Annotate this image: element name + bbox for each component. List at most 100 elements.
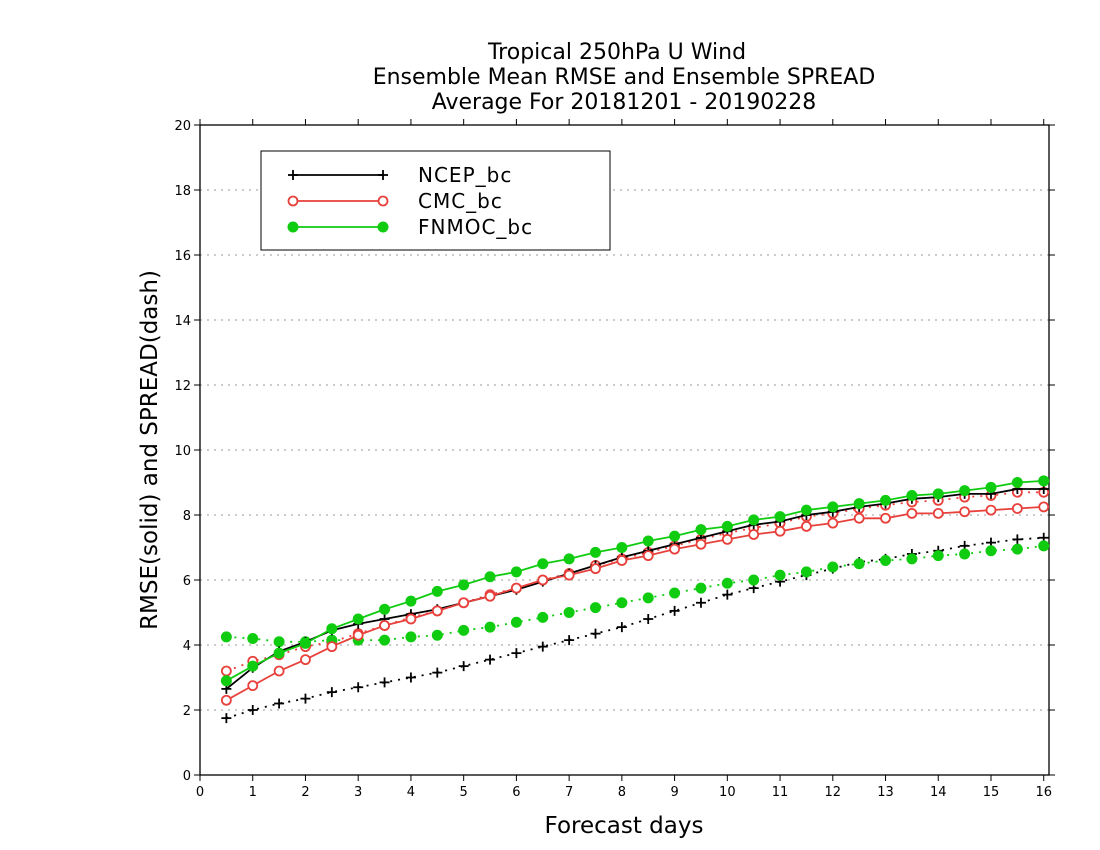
cmc-bc-rmse-point-24 bbox=[853, 512, 865, 524]
fnmoc-bc-rmse-point-16 bbox=[642, 535, 654, 547]
x-tick-label-10: 10 bbox=[719, 785, 736, 800]
cmc-bc-rmse-point-9 bbox=[458, 597, 470, 609]
cmc-bc-spread-point-0 bbox=[220, 665, 232, 677]
x-tick-label-16: 16 bbox=[1035, 785, 1052, 800]
cmc-bc-rmse-point-12 bbox=[537, 574, 549, 586]
y-tick-label-0: 0 bbox=[183, 769, 191, 784]
cmc-bc-rmse-point-14 bbox=[590, 563, 601, 575]
x-tick-label-1: 1 bbox=[249, 785, 257, 800]
fnmoc-bc-rmse-point-9 bbox=[458, 579, 470, 591]
cmc-bc-rmse-point-4 bbox=[326, 641, 338, 653]
y-tick-label-12: 12 bbox=[174, 379, 191, 394]
fnmoc-bc-rmse-point-1 bbox=[247, 660, 259, 672]
fnmoc-bc-rmse-point-28 bbox=[959, 485, 971, 497]
fnmoc-bc-spread-point-10 bbox=[484, 621, 496, 633]
cmc-bc-rmse-point-18 bbox=[695, 538, 707, 550]
y-tick-label-10: 10 bbox=[174, 444, 191, 459]
fnmoc-bc-spread-point-6 bbox=[379, 634, 391, 646]
ncep-bc-spread-point-19 bbox=[722, 589, 733, 600]
fnmoc-bc-spread-point-12 bbox=[537, 611, 549, 623]
legend-item-ncep-bc: NCEP_bc bbox=[288, 163, 511, 187]
data-series bbox=[220, 475, 1050, 724]
y-tick-label-20: 20 bbox=[174, 119, 191, 134]
fnmoc-bc-spread-point-0 bbox=[220, 631, 232, 643]
cmc-bc-rmse-point-7 bbox=[405, 613, 417, 625]
ncep-bc-spread-line bbox=[226, 536, 1044, 719]
fnmoc-bc-rmse-point-4 bbox=[326, 623, 338, 635]
ncep-bc-spread-point-4 bbox=[326, 687, 337, 698]
fnmoc-bc-spread-point-15 bbox=[616, 597, 628, 609]
x-tick-label-9: 9 bbox=[670, 785, 678, 800]
chart-title-line-3: Average For 20181201 - 20190228 bbox=[432, 90, 817, 115]
x-tick-label-11: 11 bbox=[772, 785, 789, 800]
ncep-bc-spread-point-3 bbox=[300, 693, 311, 704]
cmc-bc-spread-series bbox=[220, 486, 1050, 677]
y-tick-label-14: 14 bbox=[174, 314, 191, 329]
fnmoc-bc-rmse-point-23 bbox=[827, 501, 839, 513]
fnmoc-bc-spread-point-14 bbox=[589, 602, 601, 614]
legend-marker-start-fnmoc-bc bbox=[287, 221, 299, 233]
fnmoc-bc-rmse-point-7 bbox=[405, 595, 417, 607]
fnmoc-bc-spread-point-8 bbox=[431, 629, 443, 641]
x-tick-label-0: 0 bbox=[196, 785, 204, 800]
fnmoc-bc-spread-point-16 bbox=[642, 592, 654, 604]
ncep-bc-spread-point-5 bbox=[353, 682, 364, 693]
fnmoc-bc-rmse-point-8 bbox=[431, 585, 443, 597]
cmc-bc-rmse-point-29 bbox=[985, 504, 997, 516]
ncep-bc-rmse-line bbox=[225, 488, 1044, 690]
ncep-bc-spread-point-9 bbox=[458, 661, 469, 672]
fnmoc-bc-rmse-point-0 bbox=[220, 675, 232, 687]
fnmoc-bc-spread-point-9 bbox=[458, 624, 470, 636]
fnmoc-bc-spread-point-24 bbox=[853, 558, 865, 570]
fnmoc-bc-rmse-point-13 bbox=[563, 553, 575, 565]
fnmoc-bc-rmse-point-29 bbox=[985, 481, 997, 493]
fnmoc-bc-rmse-point-24 bbox=[853, 498, 865, 510]
cmc-bc-rmse-point-27 bbox=[932, 507, 944, 519]
fnmoc-bc-rmse-point-21 bbox=[774, 511, 786, 523]
x-tick-label-14: 14 bbox=[930, 785, 947, 800]
ncep-bc-spread-point-6 bbox=[379, 677, 390, 688]
fnmoc-bc-spread-point-1 bbox=[247, 633, 259, 644]
legend-marker-start-cmc-bc bbox=[287, 195, 299, 207]
legend-marker-end-fnmoc-bc bbox=[377, 221, 389, 233]
legend-marker-start-ncep-bc bbox=[288, 170, 298, 180]
ncep-bc-spread-point-17 bbox=[669, 605, 680, 616]
cmc-bc-rmse-line bbox=[225, 506, 1044, 702]
legend-item-fnmoc-bc: FNMOC_bc bbox=[287, 215, 532, 239]
ncep-bc-spread-point-13 bbox=[564, 635, 575, 646]
cmc-bc-spread-line bbox=[226, 491, 1044, 672]
x-tick-label-15: 15 bbox=[983, 785, 1000, 800]
fnmoc-bc-rmse-point-30 bbox=[1011, 477, 1023, 488]
x-tick-label-12: 12 bbox=[825, 785, 842, 800]
cmc-bc-rmse-point-2 bbox=[273, 665, 285, 677]
fnmoc-bc-rmse-point-26 bbox=[906, 490, 918, 501]
cmc-bc-rmse-point-13 bbox=[563, 569, 575, 581]
x-tick-label-4: 4 bbox=[407, 785, 415, 800]
legend-item-cmc-bc: CMC_bc bbox=[287, 189, 502, 213]
cmc-bc-rmse-point-20 bbox=[748, 529, 760, 540]
ncep-bc-spread-point-16 bbox=[643, 614, 654, 624]
ncep-bc-spread-point-11 bbox=[511, 648, 522, 659]
fnmoc-bc-rmse-point-14 bbox=[589, 546, 601, 558]
fnmoc-bc-rmse-point-10 bbox=[484, 571, 496, 583]
cmc-bc-rmse-point-5 bbox=[352, 629, 364, 641]
fnmoc-bc-spread-point-2 bbox=[273, 636, 285, 648]
fnmoc-bc-rmse-line bbox=[225, 480, 1044, 682]
fnmoc-bc-rmse-point-17 bbox=[669, 530, 681, 542]
fnmoc-bc-spread-series bbox=[220, 540, 1050, 648]
cmc-bc-rmse-point-15 bbox=[616, 555, 628, 566]
y-tick-label-4: 4 bbox=[183, 639, 191, 654]
cmc-bc-rmse-point-22 bbox=[801, 520, 812, 532]
chart-title-line-1: Tropical 250hPa U Wind bbox=[487, 40, 746, 65]
fnmoc-bc-spread-point-20 bbox=[748, 574, 760, 586]
cmc-bc-rmse-point-28 bbox=[959, 506, 971, 518]
fnmoc-bc-spread-point-19 bbox=[721, 577, 733, 589]
fnmoc-bc-rmse-point-19 bbox=[721, 520, 733, 532]
ncep-bc-spread-point-15 bbox=[616, 622, 627, 633]
fnmoc-bc-rmse-point-12 bbox=[537, 558, 549, 570]
fnmoc-bc-spread-line bbox=[226, 545, 1044, 643]
fnmoc-bc-rmse-point-31 bbox=[1038, 475, 1050, 487]
fnmoc-bc-spread-point-17 bbox=[669, 587, 681, 599]
cmc-bc-rmse-point-1 bbox=[247, 680, 259, 692]
